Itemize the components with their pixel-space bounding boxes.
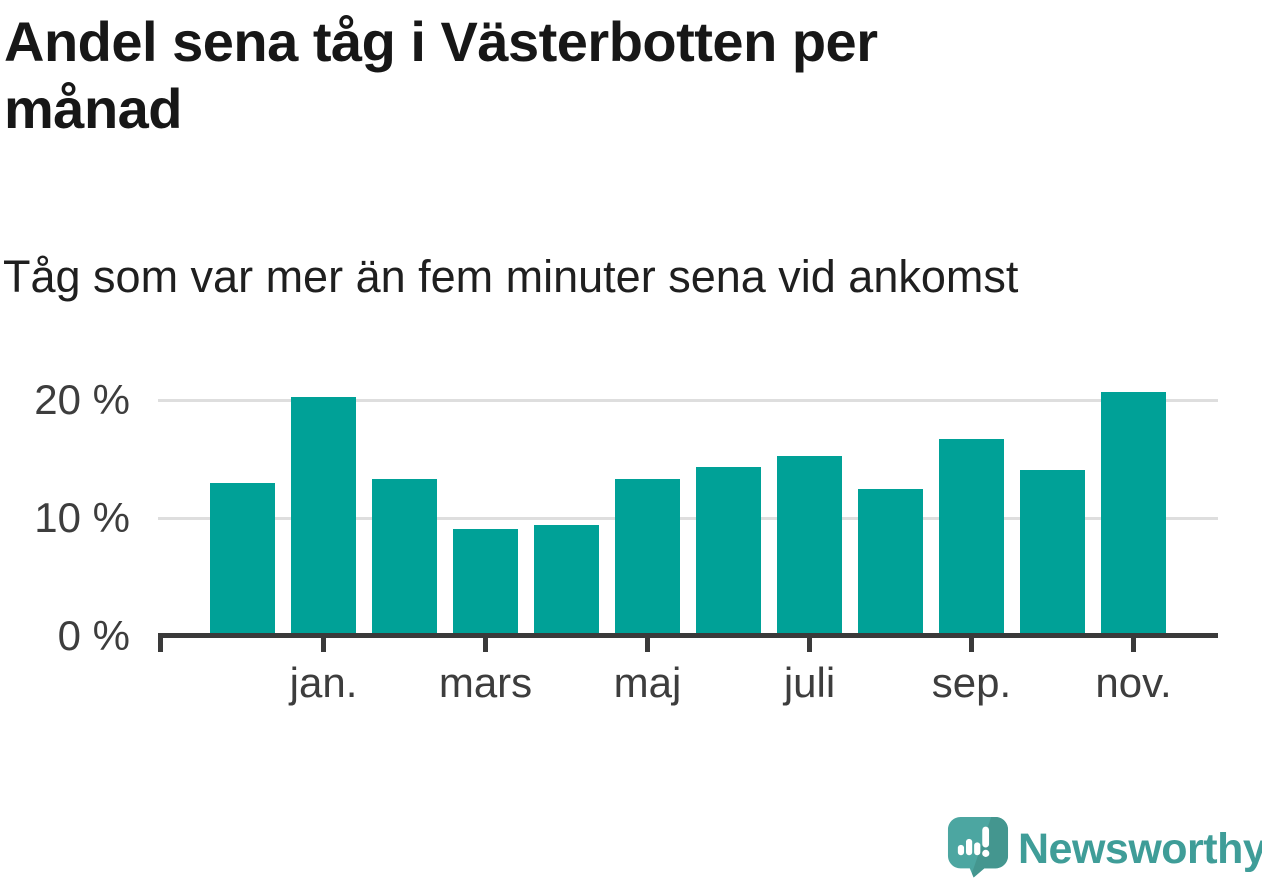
gridline-20-percent	[158, 398, 1218, 402]
x-axis-tick-nov	[1131, 638, 1136, 652]
logo-exclamation-stem	[982, 826, 990, 848]
x-axis-tick-maj	[645, 638, 650, 652]
x-axis-origin-tick	[158, 638, 163, 652]
x-axis-label-maj: maj	[613, 659, 682, 706]
chart-title-line2: månad	[4, 77, 183, 140]
gridline-10-percent	[158, 516, 1218, 520]
x-axis-label-juli: juli	[783, 659, 836, 706]
y-axis-label-0-percent: 0 %	[57, 612, 130, 659]
chart-title: Andel sena tåg i Västerbotten per månad	[4, 8, 1154, 142]
bar-okt	[1020, 469, 1085, 636]
logo-exclamation-dot	[982, 849, 990, 857]
bar-juni	[696, 467, 761, 636]
x-axis-label-nov: nov.	[1095, 659, 1172, 706]
logo-bubble-shadow	[970, 816, 1009, 878]
x-axis-tick-jan	[321, 638, 326, 652]
bar-chart: 0 % 10 % 20 % jan. mars maj juli sep. nov.	[0, 340, 1262, 720]
bar-nov	[1101, 391, 1166, 636]
bar-juli	[777, 455, 842, 636]
bar-mars	[453, 528, 518, 636]
x-axis-line	[158, 633, 1218, 638]
bar-feb	[372, 479, 437, 636]
bar-aug	[858, 488, 923, 636]
bar-sep	[939, 438, 1004, 636]
logo-bar-3	[974, 842, 981, 856]
y-axis-label-20-percent: 20 %	[34, 376, 130, 423]
logo-bar-chart-marks	[957, 826, 990, 857]
newsworthy-logo-icon	[947, 816, 1009, 878]
logo-bar-2	[965, 838, 973, 856]
chart-subtitle: Tåg som var mer än fem minuter sena vid …	[3, 251, 1019, 302]
x-axis-label-jan: jan.	[289, 659, 358, 706]
bar-apr	[534, 525, 599, 636]
x-axis-tick-mars	[483, 638, 488, 652]
y-axis-label-10-percent: 10 %	[34, 494, 130, 541]
logo-bar-1	[957, 844, 965, 856]
bar-dec	[210, 482, 275, 636]
x-axis-tick-sep	[969, 638, 974, 652]
bar-maj	[615, 479, 680, 636]
bar-jan	[291, 396, 356, 636]
newsworthy-logo-text: Newsworthy	[1018, 825, 1262, 873]
chart-title-line1: Andel sena tåg i Västerbotten per	[4, 10, 878, 73]
x-axis-label-mars: mars	[438, 659, 533, 706]
x-axis-tick-juli	[807, 638, 812, 652]
x-axis-label-sep: sep.	[931, 659, 1012, 706]
